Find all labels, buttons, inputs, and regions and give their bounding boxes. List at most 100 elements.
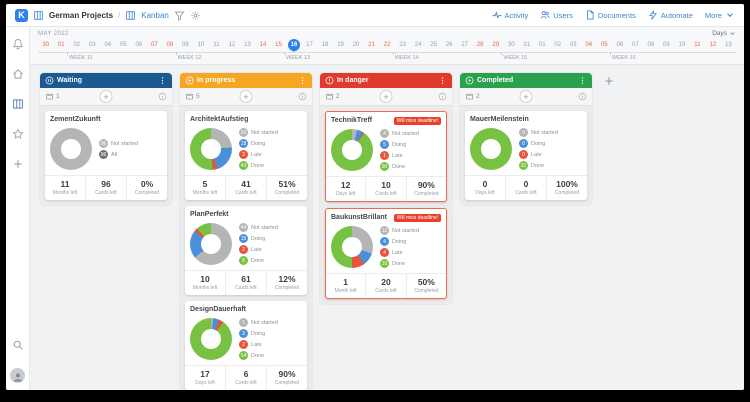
timeline-date[interactable]: 24 <box>414 41 422 48</box>
kebab-menu-icon[interactable] <box>578 76 587 85</box>
timeline-date[interactable]: 03 <box>569 41 577 48</box>
timeline-date[interactable]: 14 <box>259 41 267 48</box>
project-card-designdauerhaft[interactable]: DesignDauerhaft 1 Not started 3 Doing 2 Late 54… <box>185 301 307 390</box>
sidebar-item-search[interactable] <box>12 338 24 356</box>
timeline-date[interactable]: 13 <box>244 41 251 48</box>
timeline-date[interactable]: 12 <box>709 41 717 48</box>
project-card-zementzukunft[interactable]: ZementZukunft 96 Not started 96 All 11 Months … <box>45 111 167 200</box>
timeline-date[interactable]: 02 <box>73 41 81 48</box>
timeline-date[interactable]: 08 <box>647 41 655 48</box>
timeline-date[interactable]: 18 <box>321 41 329 48</box>
timeline-date[interactable]: 07 <box>151 41 158 48</box>
kebab-menu-icon[interactable] <box>158 76 167 85</box>
topbar-action-users[interactable]: Users <box>540 10 573 20</box>
timeline-date[interactable]: 30 <box>507 41 515 48</box>
timeline-date[interactable]: 10 <box>678 41 686 48</box>
timeline-date[interactable]: 22 <box>383 41 391 48</box>
project-card-baukunstbrillant[interactable]: BaukunstBrillant Will miss deadline! 12 Not… <box>325 208 447 299</box>
timeline-date[interactable]: 15 <box>275 41 282 48</box>
timeline-date[interactable]: 11 <box>213 41 220 48</box>
project-card-mauermeilenstein[interactable]: MauerMeilenstein 0 Not started 0 Doing 0 Late 3… <box>465 111 587 200</box>
settings-gear-icon[interactable] <box>190 10 201 21</box>
add-card-button[interactable]: + <box>379 90 393 103</box>
stat-label: Completed <box>274 285 300 291</box>
timeline-date[interactable]: 17 <box>306 41 313 48</box>
filter-icon[interactable] <box>174 10 185 21</box>
timeline-date[interactable]: 02 <box>554 41 562 48</box>
timeline-date[interactable]: 10 <box>197 41 205 48</box>
timeline-date[interactable]: 29 <box>492 41 500 48</box>
timeline-date[interactable]: 04 <box>104 41 112 48</box>
donut-legend: 4 Not started 5 Doing 1 Late 90 Done <box>380 129 419 171</box>
stat-value: 12 <box>340 180 351 190</box>
topbar-action-more[interactable]: More <box>705 10 735 20</box>
sidebar-item-notifications[interactable] <box>12 37 24 55</box>
timeline-date[interactable]: 16 <box>286 42 302 48</box>
project-card-architektaufstieg[interactable]: ArchitektAufstieg 20 Not started 18 Doing 3 La… <box>185 111 307 200</box>
add-card-button[interactable]: + <box>99 90 113 103</box>
info-icon[interactable] <box>578 92 587 101</box>
timeline-date[interactable]: 06 <box>135 41 143 48</box>
bell-icon <box>12 38 24 50</box>
timeline-date[interactable]: 05 <box>600 41 608 48</box>
info-icon[interactable] <box>298 92 307 101</box>
card-list: MauerMeilenstein 0 Not started 0 Doing 0 Late 3… <box>460 106 592 205</box>
timeline-date[interactable]: 28 <box>476 41 484 48</box>
timeline-date[interactable]: 13 <box>725 41 732 48</box>
column-header: In progress <box>180 73 312 88</box>
alert-circle-icon <box>325 76 334 85</box>
timeline-date[interactable]: 05 <box>119 41 127 48</box>
view-grid-icon[interactable] <box>125 10 136 21</box>
timeline-date[interactable]: 01 <box>57 41 65 48</box>
timeline-date[interactable]: 20 <box>352 41 360 48</box>
timeline-date[interactable]: 12 <box>228 41 236 48</box>
timeline-date[interactable]: 23 <box>399 41 406 48</box>
timeline-date[interactable]: 26 <box>445 41 453 48</box>
cards-count-icon <box>325 92 334 101</box>
timeline-date[interactable]: 04 <box>585 41 593 48</box>
timeline-date[interactable]: 19 <box>337 41 344 48</box>
legend-label: Done <box>251 257 265 264</box>
add-column-button[interactable] <box>600 73 618 91</box>
sidebar-item-boards[interactable] <box>12 97 24 115</box>
timeline-date[interactable]: 31 <box>523 41 531 48</box>
timeline-date[interactable]: 09 <box>663 41 670 48</box>
timeline-granularity-dropdown[interactable]: Days <box>712 30 736 37</box>
timeline-date[interactable]: 30 <box>42 41 50 48</box>
sidebar-item-favorites[interactable] <box>12 127 24 145</box>
timeline-date[interactable]: 27 <box>461 41 469 48</box>
timeline-date[interactable]: 01 <box>538 41 546 48</box>
add-card-button[interactable]: + <box>519 90 533 103</box>
project-card-techniktreff[interactable]: TechnikTreff Will miss deadline! 4 Not star… <box>325 111 447 202</box>
sidebar-item-home[interactable] <box>12 67 24 85</box>
info-icon[interactable] <box>158 92 167 101</box>
legend-item-not_started: 96 Not started <box>99 139 138 148</box>
kebab-menu-icon[interactable] <box>298 76 307 85</box>
app-logo[interactable]: K <box>15 8 28 22</box>
topbar-action-automate[interactable]: Automate <box>648 10 693 20</box>
timeline-date[interactable]: 25 <box>430 41 437 48</box>
timeline-date[interactable]: 06 <box>616 41 624 48</box>
sidebar-item-add[interactable] <box>12 157 24 175</box>
stat-cards-left: 10 Cards left <box>365 177 405 201</box>
view-label[interactable]: Kanban <box>141 10 169 20</box>
legend-count-badge: 1 <box>380 151 389 160</box>
timeline-date[interactable]: 21 <box>368 41 375 48</box>
info-icon[interactable] <box>438 92 447 101</box>
stat-label: Cards left <box>375 288 397 294</box>
timeline-date[interactable]: 11 <box>694 41 701 48</box>
timeline-date[interactable]: 03 <box>88 41 96 48</box>
card-header: DesignDauerhaft <box>190 305 302 314</box>
legend-item-done: 54 Done <box>239 351 278 360</box>
add-card-button[interactable]: + <box>239 90 253 103</box>
kebab-menu-icon[interactable] <box>438 76 447 85</box>
stat-months-left: 5 Months left <box>185 176 225 200</box>
timeline-date[interactable]: 09 <box>182 41 189 48</box>
topbar-action-activity[interactable]: Activity <box>492 10 528 20</box>
timeline-date[interactable]: 08 <box>166 41 174 48</box>
timeline-date[interactable]: 07 <box>632 41 639 48</box>
topbar-action-documents[interactable]: Documents <box>585 10 636 20</box>
user-avatar[interactable] <box>10 368 25 383</box>
project-card-planperfekt[interactable]: PlanPerfekt 44 Not started 15 Doing 2 Late 8 Don… <box>185 206 307 295</box>
stat-cards-left: 41 Cards left <box>225 176 266 200</box>
